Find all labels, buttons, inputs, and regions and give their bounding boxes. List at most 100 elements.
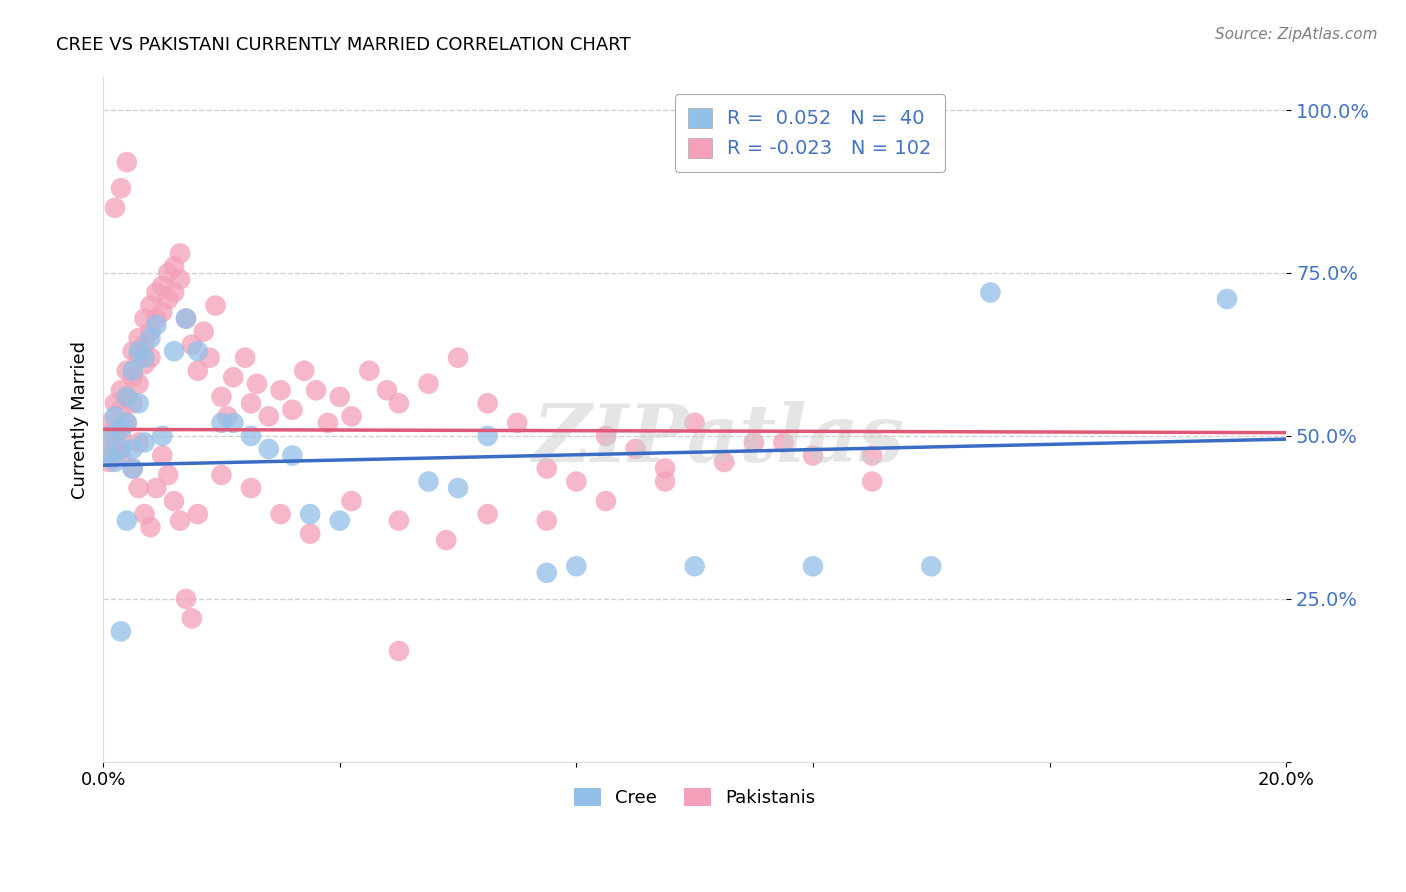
- Point: [860, 449, 883, 463]
- Point: [340, 409, 363, 424]
- Point: [128, 331, 150, 345]
- Point: [115, 416, 138, 430]
- Point: [187, 364, 209, 378]
- Point: [477, 396, 499, 410]
- Point: [104, 409, 127, 424]
- Point: [375, 384, 398, 398]
- Text: Source: ZipAtlas.com: Source: ZipAtlas.com: [1215, 27, 1378, 42]
- Point: [257, 409, 280, 424]
- Point: [340, 494, 363, 508]
- Point: [281, 402, 304, 417]
- Point: [359, 364, 381, 378]
- Point: [121, 370, 143, 384]
- Point: [292, 364, 315, 378]
- Point: [134, 351, 156, 365]
- Point: [98, 449, 121, 463]
- Point: [565, 475, 588, 489]
- Point: [860, 475, 883, 489]
- Point: [418, 475, 440, 489]
- Point: [654, 461, 676, 475]
- Point: [193, 325, 215, 339]
- Point: [128, 481, 150, 495]
- Point: [163, 494, 186, 508]
- Point: [139, 325, 162, 339]
- Point: [565, 559, 588, 574]
- Point: [595, 429, 617, 443]
- Point: [329, 514, 352, 528]
- Point: [270, 384, 292, 398]
- Point: [115, 514, 138, 528]
- Point: [134, 337, 156, 351]
- Point: [150, 305, 173, 319]
- Point: [139, 299, 162, 313]
- Point: [169, 246, 191, 260]
- Point: [145, 481, 167, 495]
- Point: [299, 526, 322, 541]
- Point: [98, 429, 121, 443]
- Point: [222, 416, 245, 430]
- Point: [98, 455, 121, 469]
- Point: [240, 396, 263, 410]
- Point: [145, 311, 167, 326]
- Point: [257, 442, 280, 456]
- Point: [388, 396, 411, 410]
- Point: [157, 468, 180, 483]
- Point: [536, 461, 558, 475]
- Point: [222, 370, 245, 384]
- Point: [163, 260, 186, 274]
- Point: [110, 429, 132, 443]
- Point: [418, 376, 440, 391]
- Point: [134, 507, 156, 521]
- Point: [536, 566, 558, 580]
- Point: [121, 396, 143, 410]
- Point: [139, 520, 162, 534]
- Point: [979, 285, 1001, 300]
- Point: [121, 461, 143, 475]
- Point: [121, 364, 143, 378]
- Point: [104, 201, 127, 215]
- Point: [98, 435, 121, 450]
- Point: [174, 311, 197, 326]
- Text: ZIPatlas: ZIPatlas: [533, 401, 904, 479]
- Point: [134, 435, 156, 450]
- Point: [434, 533, 457, 548]
- Point: [134, 357, 156, 371]
- Point: [128, 376, 150, 391]
- Point: [128, 396, 150, 410]
- Point: [139, 331, 162, 345]
- Point: [121, 461, 143, 475]
- Point: [157, 292, 180, 306]
- Point: [624, 442, 647, 456]
- Point: [187, 344, 209, 359]
- Point: [198, 351, 221, 365]
- Point: [204, 299, 226, 313]
- Point: [157, 266, 180, 280]
- Point: [110, 422, 132, 436]
- Point: [299, 507, 322, 521]
- Point: [169, 272, 191, 286]
- Point: [477, 507, 499, 521]
- Point: [233, 351, 256, 365]
- Y-axis label: Currently Married: Currently Married: [72, 341, 89, 499]
- Point: [388, 644, 411, 658]
- Point: [128, 351, 150, 365]
- Point: [477, 429, 499, 443]
- Point: [134, 311, 156, 326]
- Point: [121, 442, 143, 456]
- Point: [115, 390, 138, 404]
- Point: [115, 416, 138, 430]
- Point: [139, 351, 162, 365]
- Point: [595, 494, 617, 508]
- Point: [104, 455, 127, 469]
- Point: [447, 481, 470, 495]
- Point: [270, 507, 292, 521]
- Text: CREE VS PAKISTANI CURRENTLY MARRIED CORRELATION CHART: CREE VS PAKISTANI CURRENTLY MARRIED CORR…: [56, 36, 631, 54]
- Point: [110, 449, 132, 463]
- Point: [316, 416, 339, 430]
- Point: [329, 390, 352, 404]
- Point: [683, 559, 706, 574]
- Point: [801, 559, 824, 574]
- Point: [281, 449, 304, 463]
- Point: [110, 624, 132, 639]
- Point: [447, 351, 470, 365]
